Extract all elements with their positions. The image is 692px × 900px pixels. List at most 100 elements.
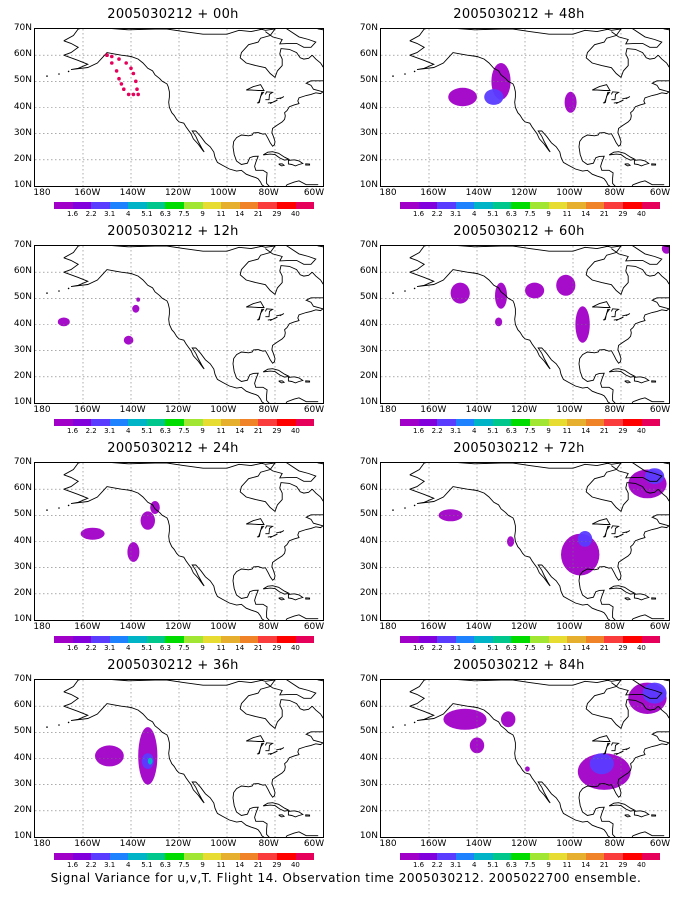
- latitude-label: 10N: [359, 831, 378, 841]
- signal-variance-contour: [525, 766, 530, 772]
- colorbar-label: 9: [200, 861, 205, 869]
- latitude-label: 40N: [359, 752, 378, 763]
- colorbar-label: 3.1: [450, 210, 462, 218]
- colorbar-swatch: [109, 419, 129, 426]
- longitude-label: 60W: [649, 839, 671, 849]
- colorbar-swatch: [585, 853, 605, 860]
- colorbar-label: 29: [618, 861, 628, 869]
- longitude-label: 140W: [119, 405, 146, 415]
- colorbar-swatch: [221, 202, 240, 209]
- map-area: [380, 245, 670, 404]
- colorbar-swatch: [128, 636, 147, 643]
- latitude-label: 50N: [13, 75, 32, 86]
- colorbar-label: 3.1: [104, 210, 116, 218]
- colorbar-label: 2.2: [431, 427, 443, 435]
- longitude-label: 100W: [210, 839, 237, 849]
- longitude-label: 180: [33, 405, 51, 415]
- colorbar-swatch: [455, 202, 475, 209]
- longitude-label: 140W: [465, 188, 492, 198]
- colorbar-label: 11: [562, 210, 572, 218]
- colorbar: [400, 636, 661, 643]
- colorbar-swatch: [567, 202, 586, 209]
- colorbar-label: 9: [200, 427, 205, 435]
- latitude-label: 20N: [13, 804, 32, 815]
- colorbar-swatch: [146, 636, 166, 643]
- colorbar-label: 7.5: [524, 861, 536, 869]
- panel-title: 2005030212 + 84h: [453, 658, 585, 673]
- colorbar-label: 5.1: [141, 644, 153, 652]
- latitude-label: 20N: [13, 587, 32, 598]
- signal-variance-contour: [140, 511, 155, 530]
- latitude-label: 50N: [359, 509, 378, 520]
- longitude-label: 180: [379, 405, 397, 415]
- colorbar-label: 4: [126, 861, 131, 869]
- colorbar-label: 7.5: [178, 861, 190, 869]
- longitude-label: 120W: [510, 622, 538, 632]
- colorbar-swatch: [511, 419, 531, 426]
- colorbar-swatch: [54, 419, 73, 426]
- latitude-label: 60N: [13, 49, 32, 60]
- colorbar-swatch: [548, 419, 568, 426]
- colorbar-swatch: [437, 202, 456, 209]
- longitude-label: 60W: [649, 405, 671, 415]
- longitude-label: 60W: [649, 188, 671, 198]
- longitude-label: 100W: [210, 188, 237, 198]
- signal-variance-contour: [564, 91, 577, 113]
- colorbar-label: 7.5: [178, 210, 190, 218]
- colorbar-swatch: [567, 419, 586, 426]
- coastline: [46, 246, 323, 403]
- flight-track-dot: [110, 54, 114, 59]
- colorbar-label: 11: [216, 427, 226, 435]
- colorbar-swatch: [604, 202, 623, 209]
- colorbar-swatch: [165, 202, 185, 209]
- flight-track-dot: [136, 92, 140, 97]
- flight-track-dot: [117, 57, 121, 61]
- latitude-label: 20N: [13, 370, 32, 381]
- colorbar-label: 29: [618, 210, 628, 218]
- colorbar-label: 6.3: [159, 644, 171, 652]
- colorbar-swatch: [585, 202, 605, 209]
- latitude-label: 70N: [13, 674, 32, 684]
- colorbar-label: 5.1: [141, 210, 153, 218]
- colorbar-label: 29: [618, 427, 628, 435]
- longitude-label: 180: [33, 188, 51, 198]
- map-panel: 2005030212 + 72h 70N 60N 50N 40N 30N 20N 10N 180…: [346, 434, 692, 652]
- colorbar-swatch: [221, 419, 240, 426]
- longitude-label: 100W: [210, 405, 237, 415]
- latitude-label: 30N: [359, 561, 378, 572]
- colorbar-label: 2.2: [85, 644, 97, 652]
- colorbar-label: 40: [290, 427, 300, 435]
- flight-track-dot: [110, 61, 114, 65]
- longitude-label: 140W: [465, 622, 492, 632]
- colorbar-swatch: [622, 202, 642, 209]
- colorbar-label: 9: [546, 861, 551, 869]
- signal-variance-contour: [484, 89, 504, 105]
- colorbar-label: 11: [562, 427, 572, 435]
- signal-variance-contour: [525, 282, 545, 299]
- colorbar-swatch: [530, 419, 549, 426]
- colorbar-label: 29: [272, 644, 282, 652]
- signal-variance-contour: [147, 757, 153, 765]
- colorbar-swatch: [474, 202, 493, 209]
- colorbar-label: 4: [472, 427, 477, 435]
- colorbar-swatch: [295, 202, 315, 209]
- longitude-label: 80W: [258, 405, 279, 415]
- colorbar-swatch: [165, 419, 185, 426]
- longitude-label: 180: [379, 188, 397, 198]
- signal-variance-contour: [127, 542, 140, 562]
- signal-variance-contour: [123, 335, 134, 345]
- longitude-label: 80W: [604, 839, 625, 849]
- latitude-label: 40N: [359, 535, 378, 546]
- colorbar-swatch: [400, 202, 419, 209]
- colorbar-label: 11: [216, 210, 226, 218]
- colorbar-label: 7.5: [178, 427, 190, 435]
- colorbar-swatch: [109, 202, 129, 209]
- latitude-label: 50N: [359, 75, 378, 86]
- colorbar-swatch: [239, 202, 259, 209]
- colorbar-swatch: [184, 419, 203, 426]
- colorbar-swatch: [585, 419, 605, 426]
- colorbar-swatch: [54, 853, 73, 860]
- colorbar-swatch: [72, 636, 92, 643]
- flight-track-dot: [124, 61, 128, 65]
- colorbar-swatch: [604, 419, 623, 426]
